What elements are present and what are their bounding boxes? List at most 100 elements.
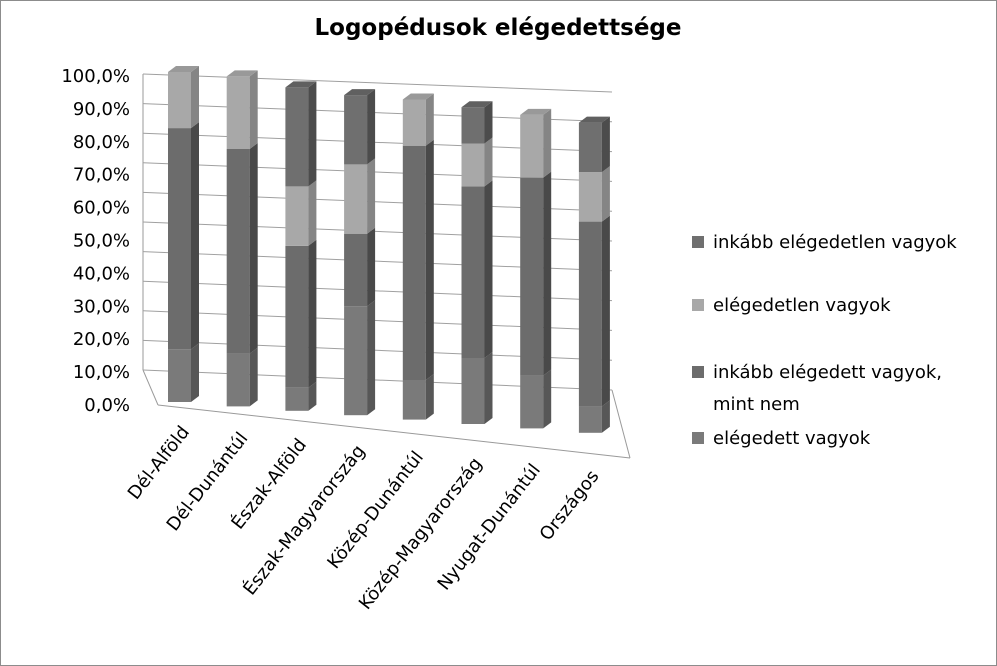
bar-stack	[344, 89, 376, 416]
bar-top	[226, 70, 258, 77]
bar-segment-side	[367, 89, 376, 165]
bar-segment	[285, 87, 309, 187]
bar-top	[402, 93, 434, 100]
bar-segment-side	[484, 180, 493, 358]
bar-segment	[402, 145, 426, 380]
bar-segment-side	[601, 116, 610, 173]
legend-label: inkább elégedett vagyok, mint nem	[713, 362, 942, 415]
bar-segment-side	[191, 122, 199, 350]
y-tick-label: 90,0%	[73, 99, 130, 120]
bar-segment	[578, 221, 602, 407]
bar-segment-side	[249, 70, 258, 149]
bar-segment-side	[308, 180, 317, 246]
y-tick-label: 60,0%	[73, 198, 130, 219]
bar-stack	[520, 108, 552, 429]
bar-stack	[168, 66, 199, 402]
bar-top	[520, 108, 552, 115]
legend-label: elégedett vagyok	[713, 428, 871, 449]
x-category-label: Észak-Magyarország	[238, 440, 369, 599]
floor-front-edge	[157, 404, 631, 459]
bar-segment-side	[601, 215, 610, 407]
bar-top	[344, 89, 376, 96]
bar-segment	[344, 306, 368, 416]
bar-segment-side	[367, 300, 376, 416]
bar-segment	[226, 149, 250, 354]
chart-title: Logopédusok elégedettsége	[315, 15, 682, 41]
bar-segment	[226, 76, 250, 149]
bar-top	[578, 116, 610, 123]
bar-segment-side	[601, 166, 610, 222]
bar-segment-side	[367, 227, 376, 307]
bar-segment-side	[543, 108, 552, 178]
bar-top	[461, 101, 493, 108]
y-tick-label: 40,0%	[73, 263, 130, 284]
y-tick-label: 80,0%	[73, 132, 130, 153]
bar-segment-side	[308, 381, 317, 411]
y-tick-label: 30,0%	[73, 296, 130, 317]
bar-stack	[578, 116, 610, 433]
bar-segment-side	[308, 239, 317, 388]
bar-top	[168, 66, 199, 72]
bar-segment	[520, 114, 544, 178]
bar-segment-side	[308, 81, 317, 187]
legend-label: elégedetlen vagyok	[713, 295, 891, 316]
bar-stack	[461, 101, 493, 424]
bar-segment-side	[484, 352, 493, 424]
bar-segment	[285, 245, 309, 388]
legend-swatch	[692, 299, 704, 311]
y-tick-label: 10,0%	[73, 362, 130, 383]
bar-segment-side	[249, 143, 258, 354]
x-category-label: Közép-Magyarország	[355, 454, 487, 614]
gridline	[142, 73, 613, 93]
floor-right-edge	[611, 389, 631, 459]
bar-segment	[578, 172, 602, 222]
bar-segment	[578, 406, 602, 433]
legend-swatch	[692, 366, 704, 378]
bar-segment-side	[484, 137, 493, 187]
bar-segment	[461, 358, 485, 424]
bar-segment	[461, 107, 485, 144]
bar-stack	[226, 70, 258, 407]
y-tick-label: 70,0%	[73, 165, 130, 186]
bar-segment	[461, 143, 485, 187]
x-axis-categories: Dél-AlföldDél-DunántúlÉszak-AlföldÉszak-…	[124, 422, 604, 614]
bar-segment-side	[601, 400, 610, 433]
bar-segment	[344, 164, 368, 234]
bar-segment	[402, 99, 426, 146]
bar-segment	[226, 353, 250, 407]
gridlines	[142, 73, 631, 459]
legend-swatch	[692, 236, 704, 248]
y-tick-label: 100,0%	[61, 66, 130, 87]
bar-segment	[402, 380, 426, 420]
y-tick-label: 20,0%	[73, 329, 130, 350]
bar-segment-side	[425, 93, 434, 146]
bar-segment	[520, 375, 544, 429]
bar-segment-side	[425, 139, 434, 380]
bar-top	[285, 81, 317, 88]
bar-segment	[578, 122, 602, 173]
bars	[168, 66, 610, 433]
bar-segment	[285, 186, 309, 246]
bar-segment	[168, 72, 191, 129]
bar-stack	[402, 93, 434, 420]
bar-segment	[285, 387, 309, 411]
legend-swatch	[692, 432, 704, 444]
y-tick-label: 0,0%	[84, 395, 130, 416]
y-axis-ticks: 0,0% 10,0% 20,0% 30,0% 40,0% 50,0% 60,0% 70,0% 8…	[61, 66, 130, 416]
bar-segment	[168, 128, 191, 350]
bar-segment-side	[484, 101, 493, 144]
bar-segment	[168, 349, 191, 402]
bar-segment-side	[191, 66, 199, 129]
floor-left-edge	[142, 369, 159, 406]
bar-segment	[344, 233, 368, 307]
y-tick-label: 50,0%	[73, 231, 130, 252]
legend-label: inkább elégedetlen vagyok	[713, 232, 957, 253]
x-category-label: Országos	[536, 466, 604, 545]
bar-segment-side	[249, 347, 258, 407]
bar-stack	[285, 81, 317, 411]
bar-segment	[344, 95, 368, 165]
bar-segment-side	[191, 343, 199, 402]
bar-segment	[461, 186, 485, 358]
